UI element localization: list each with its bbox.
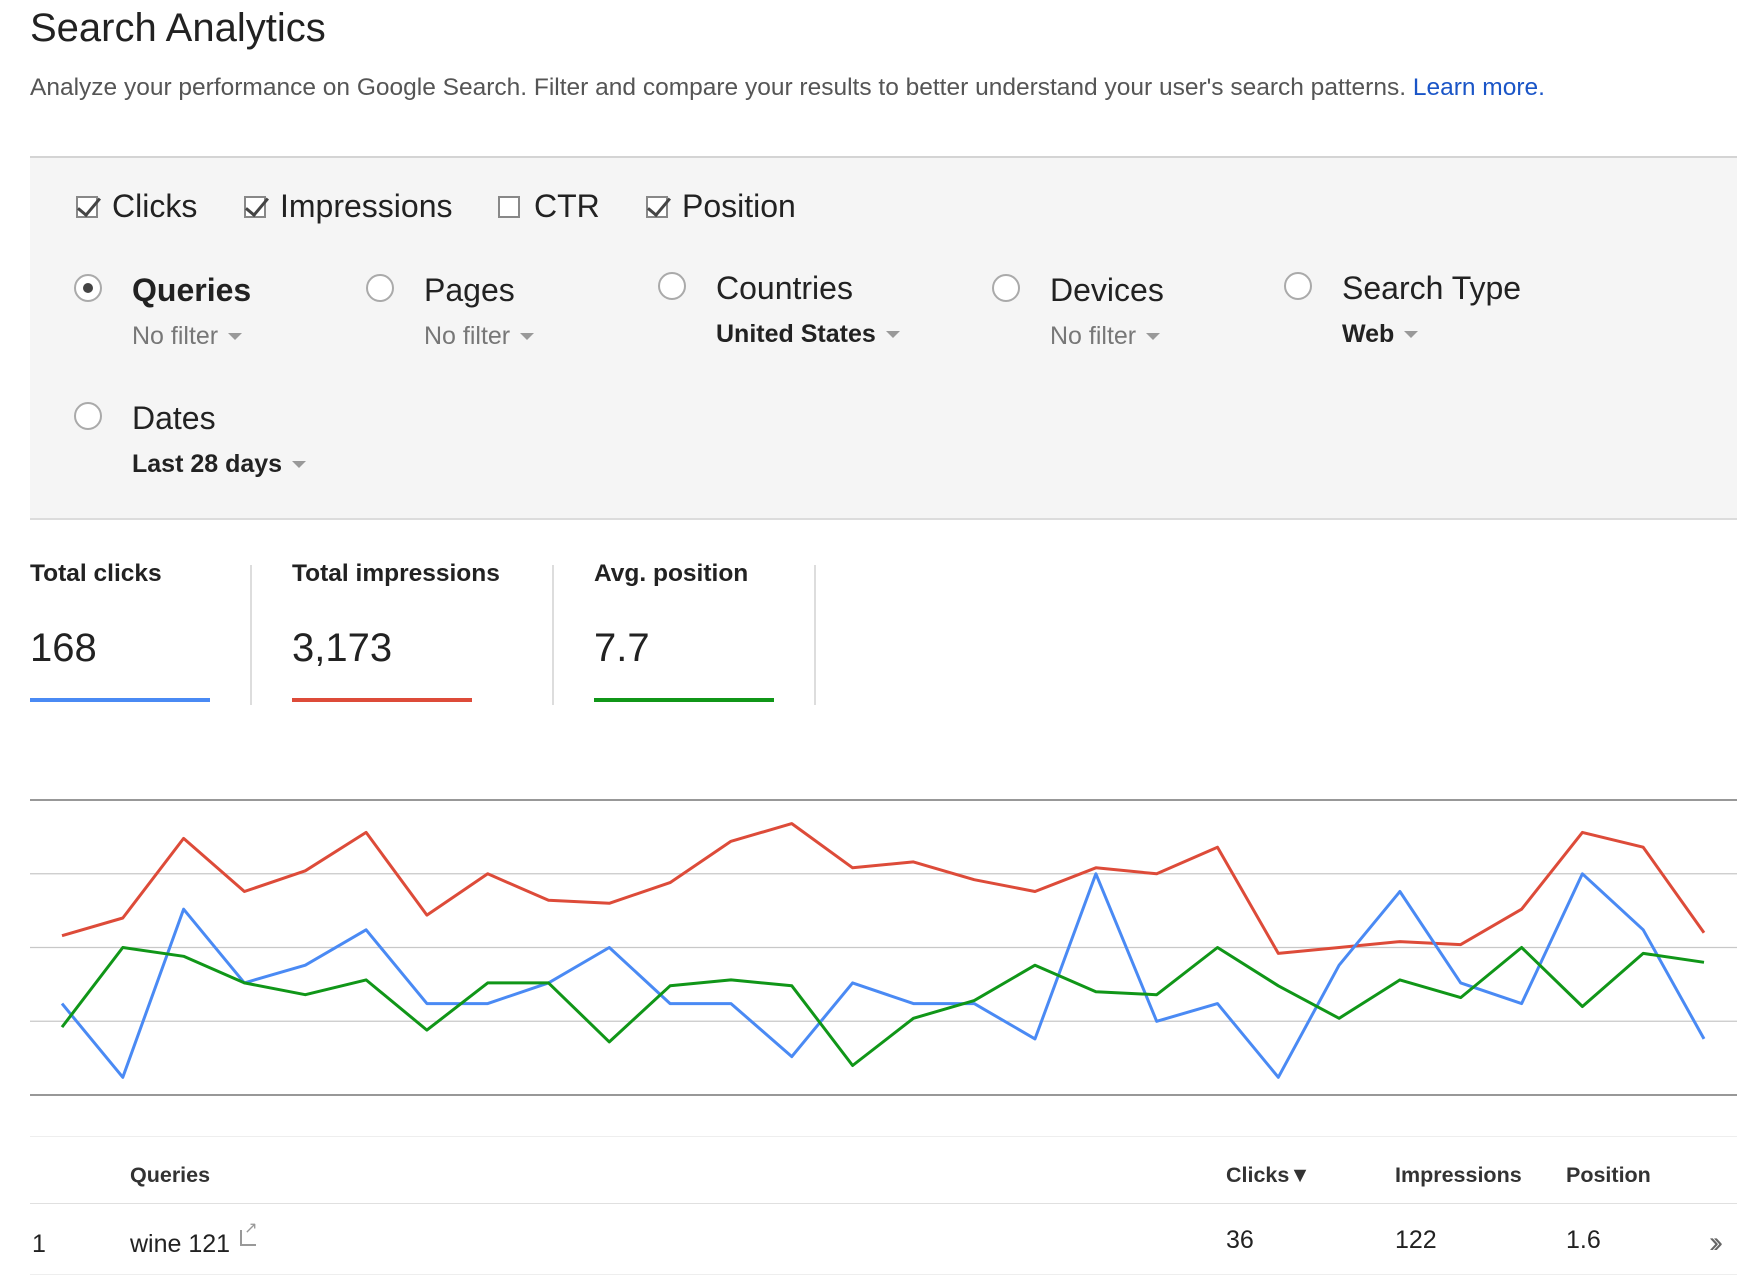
row-rank: 1 xyxy=(32,1230,46,1258)
total-clicks-value: 168 xyxy=(30,626,97,670)
dates-filter-dropdown[interactable]: Last 28 days xyxy=(132,450,307,479)
external-link-icon[interactable] xyxy=(240,1218,257,1246)
queries-column-header[interactable]: Queries xyxy=(130,1163,211,1187)
page-subtitle: Analyze your performance on Google Searc… xyxy=(30,74,1545,102)
totals-divider xyxy=(552,565,554,705)
countries-filter-dropdown[interactable]: United States xyxy=(716,320,900,349)
radio-unselected-icon xyxy=(658,272,686,300)
pages-label: Pages xyxy=(424,272,515,308)
total-clicks-card[interactable]: Total clicks 168 xyxy=(30,560,210,702)
caret-down-icon xyxy=(1146,333,1161,340)
clicks-checkbox[interactable]: Clicks xyxy=(76,188,197,225)
table-row[interactable]: 1 wine 121 36 122 1.6 ›› xyxy=(30,1204,1737,1275)
position-checkbox[interactable]: Position xyxy=(646,188,796,225)
avg-position-label: Avg. position xyxy=(594,560,749,587)
ctr-checkbox-label: CTR xyxy=(534,188,600,224)
checkbox-unchecked-icon xyxy=(498,195,520,218)
avg-position-card[interactable]: Avg. position 7.7 xyxy=(594,560,774,702)
row-clicks: 36 xyxy=(1226,1226,1254,1254)
row-impressions: 122 xyxy=(1395,1226,1437,1254)
radio-unselected-icon xyxy=(1284,272,1312,300)
performance-line-chart xyxy=(30,799,1737,1096)
checkbox-checked-icon xyxy=(646,195,668,218)
search-type-filter-value: Web xyxy=(1342,320,1395,348)
total-impressions-underline xyxy=(292,698,472,702)
queries-filter-value: No filter xyxy=(132,322,219,350)
subtitle-text: Analyze your performance on Google Searc… xyxy=(30,74,1407,101)
series-line-position xyxy=(60,946,1705,1067)
caret-down-icon xyxy=(885,331,900,338)
pages-filter-value: No filter xyxy=(424,322,511,350)
chevron-double-right-icon[interactable]: ›› xyxy=(1709,1226,1723,1259)
avg-position-value: 7.7 xyxy=(594,626,650,670)
search-type-label: Search Type xyxy=(1342,270,1522,306)
devices-filter-dropdown[interactable]: No filter xyxy=(1050,322,1161,351)
radio-unselected-icon xyxy=(366,274,394,302)
dates-filter-value: Last 28 days xyxy=(132,450,283,478)
total-clicks-label: Total clicks xyxy=(30,560,162,587)
dates-label: Dates xyxy=(132,400,216,436)
totals-divider xyxy=(814,565,816,705)
impressions-checkbox[interactable]: Impressions xyxy=(244,188,453,225)
series-line-impressions xyxy=(61,822,1706,955)
radio-unselected-icon xyxy=(992,274,1020,302)
ctr-checkbox[interactable]: CTR xyxy=(498,188,600,225)
caret-down-icon xyxy=(1404,331,1419,338)
checkbox-checked-icon xyxy=(244,195,266,218)
page-title: Search Analytics xyxy=(30,6,326,50)
total-impressions-label: Total impressions xyxy=(292,560,500,587)
total-impressions-card[interactable]: Total impressions 3,173 xyxy=(292,560,500,702)
devices-label: Devices xyxy=(1050,272,1164,308)
row-query-cell[interactable]: wine 121 xyxy=(130,1218,257,1259)
position-column-header[interactable]: Position xyxy=(1566,1163,1651,1187)
impressions-checkbox-label: Impressions xyxy=(280,188,453,224)
queries-filter-dropdown[interactable]: No filter xyxy=(132,322,243,351)
countries-label: Countries xyxy=(716,270,853,306)
countries-filter-value: United States xyxy=(716,320,876,348)
devices-filter-value: No filter xyxy=(1050,322,1137,350)
total-clicks-underline xyxy=(30,698,210,702)
total-impressions-value: 3,173 xyxy=(292,626,393,670)
table-header-row: Queries Clicks▼ Impressions Position xyxy=(30,1136,1737,1204)
queries-table: Queries Clicks▼ Impressions Position 1 w… xyxy=(30,1136,1737,1275)
queries-label: Queries xyxy=(132,272,252,308)
learn-more-link[interactable]: Learn more. xyxy=(1412,74,1545,101)
search-type-filter-dropdown[interactable]: Web xyxy=(1342,320,1419,349)
caret-down-icon xyxy=(520,333,535,340)
caret-down-icon xyxy=(292,461,307,468)
avg-position-underline xyxy=(594,698,774,702)
series-line-clicks xyxy=(60,872,1706,1079)
caret-down-icon xyxy=(228,333,243,340)
row-query: wine 121 xyxy=(130,1230,231,1258)
pages-filter-dropdown[interactable]: No filter xyxy=(424,322,535,351)
clicks-column-header[interactable]: Clicks▼ xyxy=(1226,1163,1311,1187)
impressions-column-header[interactable]: Impressions xyxy=(1395,1163,1522,1187)
radio-unselected-icon xyxy=(74,402,102,430)
position-checkbox-label: Position xyxy=(682,188,796,224)
radio-selected-icon xyxy=(74,274,102,302)
row-position: 1.6 xyxy=(1566,1226,1601,1254)
dimension-selector: Queries No filter Pages No filter Countr… xyxy=(30,238,1737,520)
checkbox-checked-icon xyxy=(76,195,98,218)
metric-selector: Clicks Impressions CTR Position xyxy=(30,156,1737,240)
totals-divider xyxy=(250,565,252,705)
clicks-checkbox-label: Clicks xyxy=(112,188,198,224)
